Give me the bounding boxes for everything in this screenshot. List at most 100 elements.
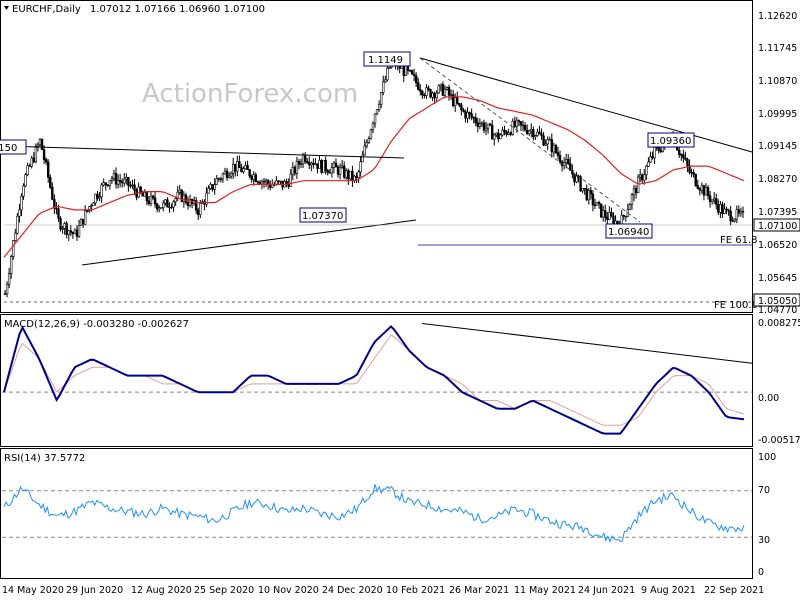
candle-body [735,209,739,220]
candle-body [406,65,410,71]
candle-body [382,81,385,93]
date-tick: 22 Sep 2021 [704,585,764,596]
candle-body [57,208,60,219]
candle-body [741,211,745,213]
annotation-high: 1.1149 [363,51,411,67]
candle-body [160,207,163,209]
candle-body [184,194,188,203]
annotation-low-1: 1.07370 [299,207,347,223]
candle-body [260,181,264,185]
candle-body [423,94,426,97]
candle-body [83,210,87,225]
macd-line [3,325,745,435]
candle-body [250,175,253,180]
candle-body [675,146,679,151]
candle-body [684,157,687,160]
candle-body [211,184,214,190]
candle-body [388,66,391,69]
candle-body [326,170,329,173]
rsi-tick: 70 [758,485,770,496]
candle-body [44,159,48,163]
candle-body [453,97,457,106]
candle-body [601,210,605,218]
candle-body [42,149,46,160]
candle-body [168,206,171,209]
candle-body [519,121,523,126]
candle-body [221,173,225,180]
candle-body [92,202,95,206]
candle-body [591,193,595,206]
candle-body [402,65,406,76]
svg-text:1.1149: 1.1149 [368,55,403,66]
candle-body [733,218,736,222]
candle-body [308,162,311,166]
candle-body [567,158,570,164]
candle-body [38,138,42,146]
candle-body [312,162,315,165]
candle-body [137,186,140,198]
date-tick: 11 May 2021 [514,585,576,596]
candle-body [686,158,689,167]
candle-body [114,173,118,185]
candle-body [527,130,531,135]
candle-body [338,166,342,175]
candle-body [194,200,198,211]
candle-body [86,210,89,212]
candle-body [548,139,551,141]
candle-body [478,123,482,127]
candle-body [104,182,107,186]
candle-body [318,160,321,169]
candle-body [170,206,173,209]
rsi-label: RSI(14) 37.5772 [4,453,85,464]
candle-body [433,92,436,99]
candle-body [164,199,167,204]
candle-body [295,160,299,174]
candle-body [490,124,494,140]
candle-body [530,128,533,132]
candle-body [34,146,38,163]
candle-body [737,209,741,214]
macd-tick: -0.005174 [758,435,800,446]
candle-body [589,190,593,195]
candle-body [59,217,62,230]
candle-body [106,184,110,186]
candle-body [334,162,338,168]
candle-body [569,163,572,171]
candle-body [587,190,591,201]
svg-text:1.07370: 1.07370 [302,211,343,222]
date-tick: 24 Jun 2021 [578,585,635,596]
candle-body [412,73,416,76]
watermark: ActionForex.com [142,79,358,109]
candle-body [351,170,354,181]
candle-body [149,195,153,205]
candle-body [88,206,91,212]
candle-body [706,187,710,197]
candle-body [301,154,305,165]
candle-body [503,129,506,132]
candle-body [7,273,11,285]
candle-body [53,199,56,209]
candle-body [369,129,373,140]
candle-body [544,143,547,146]
candle-body [205,192,208,205]
candle-body [336,166,340,175]
candle-body [466,111,469,119]
candle-body [700,185,704,191]
candle-body [610,212,613,217]
candle-body [213,184,216,190]
falling-trendline [419,57,753,153]
candle-body [704,187,708,196]
candle-body [680,154,683,156]
candle-body [133,184,136,191]
candle-body [495,132,498,136]
candle-body [225,170,229,179]
candle-body [157,207,161,210]
candle-body [542,135,545,146]
candle-body [172,201,175,208]
candle-body [285,181,288,184]
candle-body [449,94,453,96]
candle-body [120,181,124,184]
candle-body [98,196,101,199]
candle-body [71,231,75,235]
candle-body [523,125,527,131]
